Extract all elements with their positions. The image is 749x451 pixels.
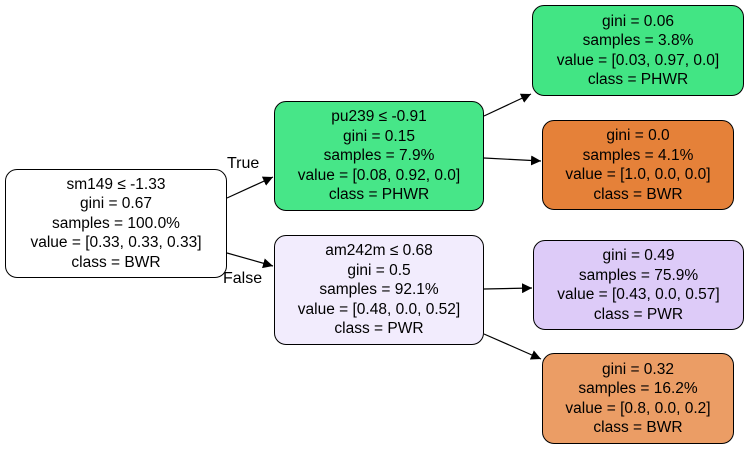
node-line: samples = 92.1% <box>319 281 439 299</box>
node-line: class = PWR <box>334 320 424 338</box>
node-line: gini = 0.5 <box>347 261 411 279</box>
edge-left-leaf-lr <box>483 155 542 166</box>
edge-left-leaf-ll <box>483 93 532 117</box>
edge-root-right <box>226 252 274 269</box>
node-line: samples = 7.9% <box>323 147 435 165</box>
root-node: sm149 ≤ -1.33 gini = 0.67 samples = 100.… <box>5 169 227 278</box>
node-line: class = BWR <box>71 253 161 271</box>
leaf-node-phwr: gini = 0.06 samples = 3.8% value = [0.03… <box>532 5 744 96</box>
edge-label-false: False <box>223 270 263 287</box>
node-line: value = [0.8, 0.0, 0.2] <box>565 399 711 417</box>
leaf-node-bwr-upper: gini = 0.0 samples = 4.1% value = [1.0, … <box>542 120 734 210</box>
edge-root-left <box>226 176 274 199</box>
node-line: am242m ≤ 0.68 <box>325 242 433 260</box>
leaf-node-pwr: gini = 0.49 samples = 75.9% value = [0.4… <box>533 240 744 330</box>
node-line: samples = 75.9% <box>578 266 699 284</box>
node-line: value = [0.08, 0.92, 0.0] <box>297 166 461 184</box>
left-split-node: pu239 ≤ -0.91 gini = 0.15 samples = 7.9%… <box>274 101 484 211</box>
node-line: gini = 0.0 <box>606 127 670 144</box>
right-split-node: am242m ≤ 0.68 gini = 0.5 samples = 92.1%… <box>274 235 484 345</box>
node-line: value = [1.0, 0.0, 0.0] <box>565 166 711 183</box>
node-line: gini = 0.67 <box>80 195 152 213</box>
node-line: class = BWR <box>593 419 683 436</box>
leaf-node-bwr-lower: gini = 0.32 samples = 16.2% value = [0.8… <box>542 353 734 444</box>
node-line: value = [0.03, 0.97, 0.0] <box>556 51 720 69</box>
node-line: gini = 0.15 <box>343 127 415 145</box>
node-line: gini = 0.32 <box>602 360 674 378</box>
node-line: class = PHWR <box>587 71 689 88</box>
node-line: value = [0.43, 0.0, 0.57] <box>557 286 720 303</box>
node-line: value = [0.48, 0.0, 0.52] <box>297 300 461 318</box>
node-line: sm149 ≤ -1.33 <box>66 175 166 193</box>
node-line: class = PWR <box>593 305 684 323</box>
node-line: samples = 16.2% <box>578 380 698 397</box>
node-line: samples = 100.0% <box>52 214 180 232</box>
node-line: pu239 ≤ -0.91 <box>331 108 427 126</box>
node-line: gini = 0.49 <box>602 247 675 264</box>
edge-label-true: True <box>227 155 260 172</box>
node-line: class = PHWR <box>328 186 430 204</box>
node-line: gini = 0.06 <box>602 12 674 30</box>
node-line: samples = 4.1% <box>582 146 694 164</box>
node-line: samples = 3.8% <box>582 32 694 49</box>
node-line: value = [0.33, 0.33, 0.33] <box>30 234 202 252</box>
edge-right-leaf-rr <box>483 333 542 360</box>
edge-right-leaf-rl <box>483 283 533 294</box>
node-line: class = BWR <box>593 185 683 203</box>
